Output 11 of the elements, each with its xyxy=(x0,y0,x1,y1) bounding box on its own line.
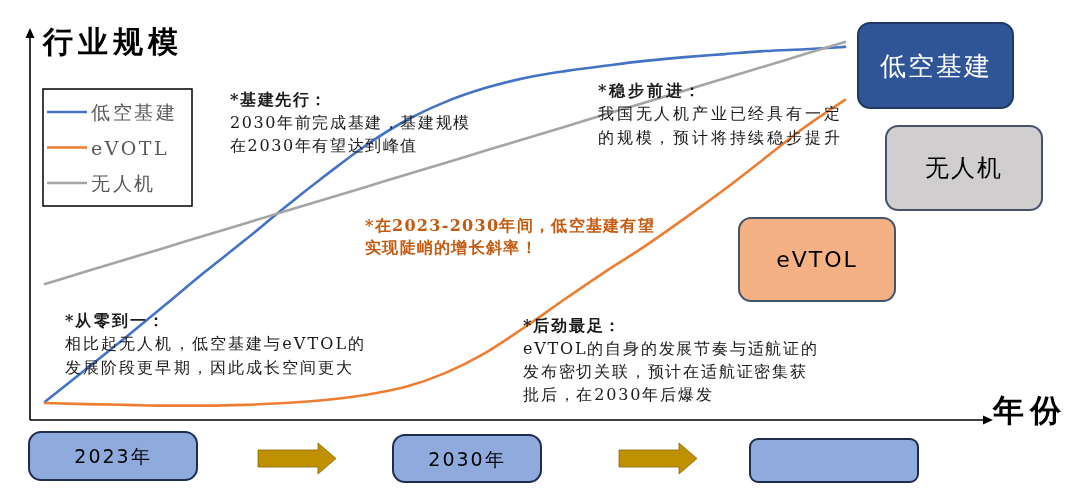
text: 2023年 xyxy=(74,445,152,467)
legend-label: 无人机 xyxy=(91,172,156,194)
legend-label: eVOTL xyxy=(91,136,169,159)
x-axis-title: 年份 xyxy=(992,392,1067,428)
legend-label: 低空基建 xyxy=(91,101,177,123)
text: 2030年 xyxy=(428,447,506,470)
annotation: *在2023-2030年间，低空基建有望实现陡峭的增长斜率！ xyxy=(365,215,656,257)
annotation: eVTOL xyxy=(776,247,858,272)
text: 无人机 xyxy=(925,154,1003,182)
text: 低空基建 xyxy=(879,50,992,81)
y-axis-title: 行业规模 xyxy=(42,23,183,59)
